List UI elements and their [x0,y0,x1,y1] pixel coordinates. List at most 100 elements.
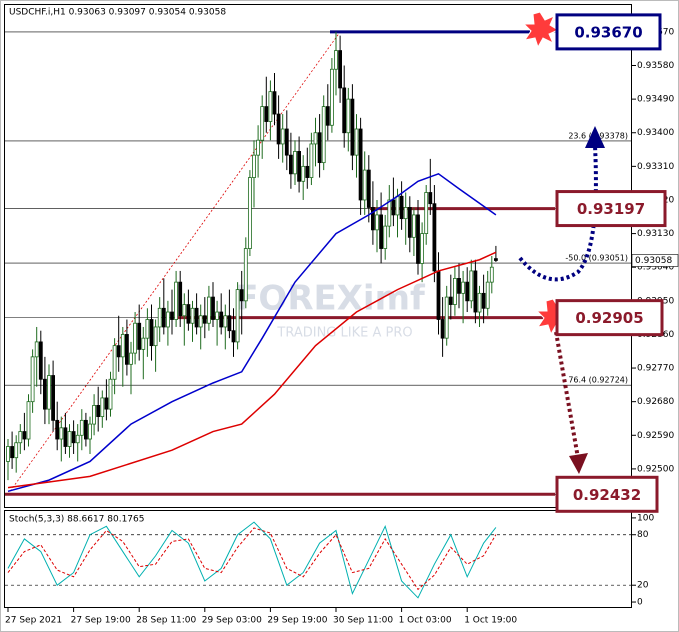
candle-body [47,375,51,410]
x-tick-label: 28 Sep 11:00 [136,616,196,626]
candle-body [231,330,236,343]
fib-label: 76.4 (0.92724) [568,376,628,385]
candle-body [198,315,203,328]
starburst [522,11,560,49]
candle-body [461,281,466,294]
candle-body [170,311,174,320]
candle-body [129,352,133,365]
candle-body [469,270,474,302]
watermark-sub: TRADING LIKE A PRO [276,326,412,341]
y-tick-label: 0.93400 [637,128,674,138]
price-tag-label: 0.93058 [635,256,672,266]
y-tick-label: 0.93130 [637,229,674,239]
y-tick-label: 0.92680 [637,397,674,407]
candle-body [366,169,371,208]
candle-body [284,128,289,156]
candle-body [375,214,379,231]
level-box [555,190,667,228]
candle-body [22,431,27,440]
candle-body [100,397,105,418]
candle-body [288,154,293,175]
candle-body [309,143,314,178]
level-box [555,299,664,337]
candle-body [342,87,347,134]
candle-body [104,397,109,410]
candle-body [67,431,72,447]
candle-body [387,199,392,227]
candle-body [305,165,310,178]
candle-body [153,326,158,347]
stoch-title: Stoch(5,3,3) 88.6617 80.1765 [9,515,144,525]
candle-body [420,233,425,264]
candle-body [190,307,195,324]
candle-body [383,225,388,249]
candle-body [370,207,375,231]
y-tick-label: 0.93040 [637,263,674,273]
x-tick-label: 30 Sep 11:00 [333,616,393,626]
candle-body [329,68,334,126]
level-box [555,13,662,51]
y-tick-label: 0.93490 [637,95,674,105]
candle-body [465,281,470,302]
candle-body [6,446,10,462]
candle-body [280,128,285,145]
candle-body [297,151,302,182]
y-tick-label: 0.93310 [637,162,674,172]
level-box [555,475,659,513]
candle-body [317,132,322,164]
candle-body [416,214,420,264]
main-panel [4,4,632,508]
candle-body [268,91,273,122]
y-tick-label: 80 [637,530,649,540]
candle-body [219,311,224,328]
candle-body [174,281,179,320]
candle-body [436,270,441,320]
candle-body [260,106,265,141]
moving-average [7,172,497,493]
candle-body [276,113,281,145]
candle-body [215,311,220,320]
candle-body [239,289,244,302]
watermark: FOREXimf [235,279,426,319]
candle-body [161,307,166,328]
level-box-label: 0.93670 [574,23,642,41]
candle-body [51,375,55,421]
y-tick-label: 0 [637,598,643,608]
candle-body [440,319,445,339]
candle-body [125,334,129,365]
stoch-panel [4,510,632,608]
candle-body [293,151,297,175]
candle-body [272,91,277,115]
candle-body [88,423,92,440]
candle-body [358,128,363,201]
y-tick-label: 0.92500 [637,464,674,474]
candle-body [448,296,453,305]
candle-body [211,296,215,320]
up-arrowhead [585,126,605,148]
y-tick-label: 20 [637,581,649,591]
candle-body [79,419,84,436]
up-arrow [518,145,598,282]
candle-body [256,139,261,156]
candle-body [411,214,416,238]
candle-body [120,334,125,358]
candle-body [10,446,15,459]
y-tick-label: 100 [637,513,654,523]
candle-body [452,278,457,305]
level-box-label: 0.92905 [575,309,643,327]
x-tick-label: 27 Sep 19:00 [71,616,131,626]
x-tick-label: 1 Oct 19:00 [464,616,517,626]
level-box-label: 0.93197 [577,200,645,218]
y-tick-label: 0.93580 [637,61,674,71]
chart-title: USDCHF.i,H1 0.93063 0.93097 0.93054 0.93… [9,8,226,18]
candle-body [235,289,240,343]
candle-body [26,401,31,440]
candle-body [116,345,121,358]
down-arrowhead [569,453,588,474]
candle-body [485,281,490,309]
candle-body [399,195,404,220]
candle-body [403,207,408,220]
x-tick-label: 1 Oct 03:00 [399,616,452,626]
